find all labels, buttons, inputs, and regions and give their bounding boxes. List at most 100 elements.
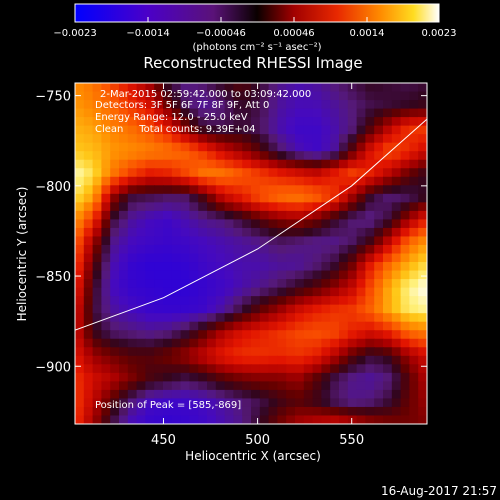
heatmap-cell (207, 304, 217, 314)
heatmap-cell (92, 202, 102, 212)
heatmap-cell (259, 168, 270, 178)
heatmap-cell (215, 364, 226, 374)
heatmap-cell (189, 193, 199, 203)
heatmap-cell (356, 134, 366, 144)
heatmap-cell (163, 406, 173, 417)
heatmap-cell (233, 287, 243, 297)
heatmap-cell (207, 159, 217, 169)
heatmap-cell (330, 381, 340, 391)
heatmap-cell (127, 236, 138, 246)
heatmap-cell (154, 415, 164, 424)
heatmap-cell (154, 176, 164, 186)
heatmap-cell (145, 219, 155, 229)
heatmap-cell (119, 125, 129, 135)
heatmap-cell (295, 236, 305, 246)
heatmap-cell (207, 279, 217, 289)
heatmap-cell (383, 134, 393, 144)
heatmap-cell (339, 381, 349, 391)
heatmap-cell (207, 219, 217, 229)
heatmap-cell (303, 83, 314, 93)
heatmap-cell (295, 168, 305, 178)
heatmap-cell (215, 355, 226, 365)
heatmap-cell (312, 202, 322, 212)
heatmap-cell (163, 244, 173, 255)
heatmap-cell (400, 176, 410, 186)
heatmap-cell (259, 381, 270, 391)
annotation-time-range: 2-Mar-2015 02:59:42.000 to 03:09:42.000 (100, 89, 311, 100)
heatmap-cell (127, 347, 138, 357)
heatmap-cell (277, 304, 287, 314)
heatmap-cell (242, 270, 252, 280)
heatmap-cell (224, 330, 234, 340)
heatmap-cell (312, 117, 322, 127)
heatmap-cell (251, 91, 261, 101)
heatmap-cell (259, 347, 270, 357)
heatmap-cell (127, 210, 138, 221)
heatmap-cell (409, 330, 419, 340)
heatmap-cell (83, 151, 94, 161)
heatmap-cell (339, 296, 349, 306)
heatmap-cell (418, 253, 427, 263)
heatmap-cell (268, 142, 278, 152)
heatmap-cell (277, 117, 287, 127)
heatmap-cell (374, 176, 384, 186)
heatmap-cell (312, 244, 322, 255)
heatmap-cell (251, 83, 261, 93)
heatmap-cell (136, 236, 146, 246)
heatmap-cell (171, 117, 182, 127)
heatmap-cell (242, 389, 252, 400)
heatmap-cell (154, 372, 164, 382)
heatmap-cell (233, 100, 243, 110)
heatmap-cell (268, 168, 278, 178)
heatmap-cell (198, 304, 208, 314)
heatmap-cell (383, 321, 393, 331)
heatmap-cell (383, 159, 393, 169)
heatmap-cell (110, 321, 120, 331)
heatmap-cell (418, 364, 427, 374)
heatmap-cell (251, 355, 261, 365)
heatmap-cell (75, 185, 85, 195)
heatmap-cell (180, 389, 190, 400)
heatmap-cell (163, 134, 173, 144)
heatmap-cell (163, 117, 173, 127)
heatmap-cell (339, 398, 349, 408)
heatmap-cell (339, 210, 349, 221)
heatmap-cell (242, 202, 252, 212)
heatmap-cell (321, 244, 331, 255)
heatmap-cell (171, 372, 182, 382)
heatmap-cell (83, 244, 94, 255)
heatmap-cell (233, 279, 243, 289)
heatmap-cell (286, 372, 296, 382)
heatmap-cell (251, 142, 261, 152)
heatmap-cell (180, 347, 190, 357)
heatmap-cell (312, 287, 322, 297)
heatmap-cell (303, 142, 314, 152)
heatmap-cell (303, 210, 314, 221)
heatmap-cell (119, 227, 129, 238)
heatmap-cell (215, 372, 226, 382)
heatmap-cell (312, 406, 322, 417)
annotation-block: 2-Mar-2015 02:59:42.000 to 03:09:42.000 … (95, 89, 311, 135)
heatmap-cell (409, 202, 419, 212)
heatmap-cell (119, 296, 129, 306)
heatmap-cell (365, 406, 375, 417)
heatmap-cell (295, 415, 305, 424)
heatmap-cell (339, 227, 349, 238)
heatmap-cell (259, 91, 270, 101)
heatmap-cell (400, 244, 410, 255)
heatmap-cell (110, 142, 120, 152)
heatmap-cell (339, 364, 349, 374)
heatmap-cell (101, 330, 111, 340)
heatmap-cell (251, 236, 261, 246)
heatmap-cell (92, 304, 102, 314)
heatmap-cell (268, 287, 278, 297)
heatmap-cell (312, 279, 322, 289)
heatmap-cell (251, 117, 261, 127)
heatmap-cell (303, 262, 314, 272)
heatmap-cell (215, 185, 226, 195)
heatmap-cell (409, 279, 419, 289)
heatmap-cell (321, 364, 331, 374)
heatmap-cell (242, 313, 252, 323)
heatmap-cell (163, 159, 173, 169)
